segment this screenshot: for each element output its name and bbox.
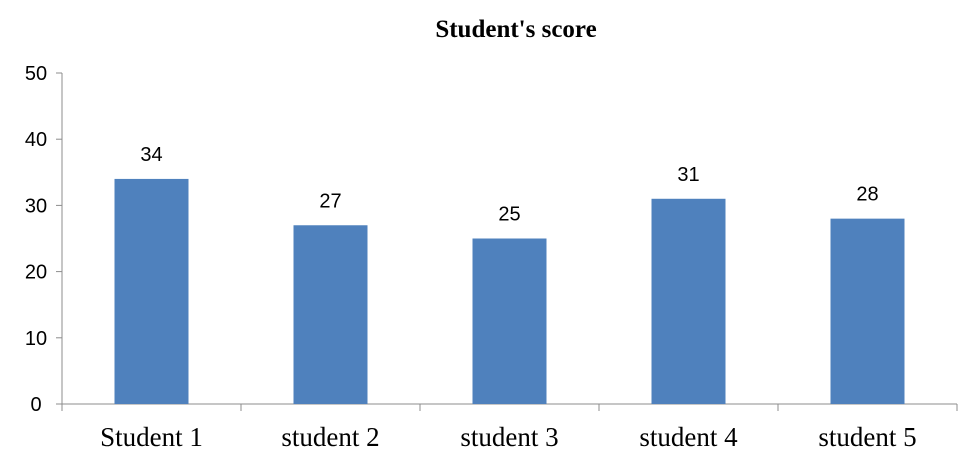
y-tick-label: 20 [25,262,47,284]
data-labels: 34 27 25 31 28 [140,144,878,226]
bar [651,198,726,404]
data-label: 34 [140,144,162,166]
x-axis [61,403,958,411]
x-tick-labels: Student 1 student 2 student 3 student 4 stud… [100,422,917,452]
chart-title: Student's score [435,16,596,43]
x-tick-label: student 3 [460,422,558,452]
x-tick-label: Student 1 [100,422,203,452]
y-axis: 0 10 20 30 40 50 [25,63,63,416]
y-tick-label: 50 [25,63,47,85]
y-tick-label: 30 [25,195,47,217]
y-tick-label: 40 [25,129,47,151]
y-tick-label: 0 [30,394,41,416]
bars [114,178,905,404]
x-tick-label: student 5 [818,422,916,452]
bar [114,178,189,404]
data-label: 31 [677,164,699,186]
bar [830,218,905,404]
y-tick-label: 10 [25,328,47,350]
data-label: 27 [319,190,341,212]
bar [293,225,368,404]
x-tick-label: student 2 [281,422,379,452]
data-label: 25 [498,204,520,226]
data-label: 28 [856,184,878,206]
x-tick-label: student 4 [639,422,738,452]
bar [472,238,547,404]
